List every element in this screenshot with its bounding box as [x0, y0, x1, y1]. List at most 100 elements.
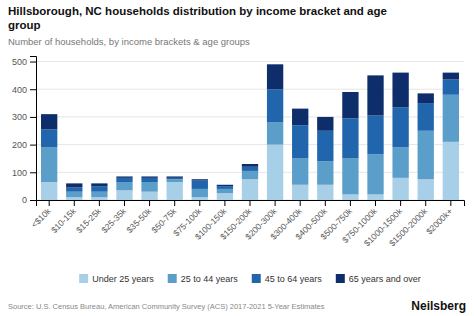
- bar-segment: [242, 179, 258, 200]
- bar-segment: [91, 186, 107, 192]
- bar-segment: [292, 109, 308, 126]
- legend-swatch: [168, 274, 177, 283]
- bar-segment: [141, 178, 157, 182]
- bar-segment: [91, 192, 107, 198]
- bar-segment: [116, 178, 132, 182]
- tick-label: 500: [12, 57, 27, 67]
- tick-mark: [325, 200, 326, 206]
- bar-segment: [418, 93, 434, 103]
- series: [41, 95, 459, 197]
- legend-swatch: [252, 274, 261, 283]
- tick-mark: [149, 200, 150, 206]
- bar-segment: [418, 131, 434, 179]
- bar-segment: [418, 179, 434, 200]
- bar-segment: [66, 183, 82, 187]
- tick-mark: [174, 200, 175, 206]
- bar-segment: [167, 176, 183, 177]
- legend-swatch: [79, 274, 88, 283]
- bar-segment: [392, 178, 408, 200]
- tick: 500: [12, 57, 36, 67]
- bar-segment: [367, 154, 383, 194]
- bar-segment: [217, 193, 233, 200]
- tick-label: $1500-2000k: [387, 206, 430, 249]
- tick-mark: [30, 62, 36, 63]
- bar-segment: [418, 103, 434, 131]
- axis-line: [37, 201, 465, 207]
- tick-mark: [400, 200, 401, 206]
- tick-label: $25-35k: [99, 206, 128, 235]
- plot: 0100200300400500<$10k$10-15k$15-25k$25-3…: [12, 57, 465, 249]
- legend-label: 45 to 64 years: [265, 274, 323, 284]
- bar-segment: [167, 178, 183, 179]
- tick: 300: [12, 112, 36, 122]
- bar-segment: [443, 80, 459, 95]
- tick-label: $2000k+: [424, 206, 454, 236]
- bar-segment: [242, 167, 258, 171]
- tick-mark: [450, 200, 451, 206]
- legend-item: 65 years and over: [336, 274, 421, 284]
- bar-segment: [292, 125, 308, 158]
- tick-mark: [30, 172, 36, 173]
- tick: 0: [22, 195, 36, 205]
- tick-mark: [30, 200, 36, 201]
- series: [41, 142, 459, 200]
- tick-mark: [224, 200, 225, 206]
- bar-segment: [141, 182, 157, 192]
- bar-segment: [242, 164, 258, 167]
- tick-mark: [99, 200, 100, 206]
- bar-segment: [41, 147, 57, 182]
- bar-segment: [317, 161, 333, 185]
- bar-segment: [267, 122, 283, 144]
- bars: [41, 64, 459, 200]
- bar-segment: [116, 190, 132, 200]
- tick-mark: [275, 200, 276, 206]
- bar-segment: [267, 145, 283, 200]
- subtitle: Number of households, by income brackets…: [8, 36, 250, 47]
- y-axis: 0 100 200 300 400 500: [12, 57, 37, 206]
- bar-segment: [141, 176, 157, 177]
- tick: $25-35k: [99, 200, 128, 235]
- tick-label: $35-50k: [124, 206, 153, 235]
- bar-segment: [41, 114, 57, 129]
- bar-segment: [192, 189, 208, 197]
- bar-segment: [367, 116, 383, 155]
- tick: <$10k: [29, 200, 53, 230]
- tick-label: 300: [12, 112, 27, 122]
- bar-segment: [367, 75, 383, 115]
- bar-segment: [443, 95, 459, 142]
- bar-segment: [41, 182, 57, 200]
- bar-segment: [342, 158, 358, 194]
- bar-segment: [443, 142, 459, 200]
- tick-label: 400: [12, 85, 27, 95]
- bar-segment: [392, 73, 408, 108]
- tick-mark: [425, 200, 426, 206]
- tick: 400: [12, 85, 36, 95]
- bar-segment: [192, 197, 208, 200]
- bar-segment: [267, 64, 283, 89]
- legend-label: 65 years and over: [349, 274, 421, 284]
- tick-label: 200: [12, 140, 27, 150]
- legend-item: Under 25 years: [79, 274, 154, 284]
- bar-segment: [217, 189, 233, 193]
- tick-mark: [300, 200, 301, 206]
- bar-segment: [192, 181, 208, 189]
- bar-segment: [217, 185, 233, 186]
- bar-segment: [116, 182, 132, 190]
- bar-segment: [392, 147, 408, 177]
- title-line: group: [8, 19, 41, 31]
- bar-segment: [66, 197, 82, 200]
- legend-label: 25 to 44 years: [181, 274, 239, 284]
- bar-segment: [141, 192, 157, 200]
- tick-mark: [74, 200, 75, 206]
- tick-label: 0: [22, 195, 27, 205]
- tick: 100: [12, 168, 36, 178]
- title: Hillsborough, NC households distribution…: [8, 5, 387, 31]
- tick-mark: [49, 200, 50, 206]
- bar-segment: [242, 171, 258, 179]
- axis-line: [30, 57, 37, 201]
- tick: $35-50k: [124, 200, 153, 235]
- tick-mark: [350, 200, 351, 206]
- tick-mark: [124, 200, 125, 206]
- bar-segment: [91, 197, 107, 200]
- legend-label: Under 25 years: [92, 274, 154, 284]
